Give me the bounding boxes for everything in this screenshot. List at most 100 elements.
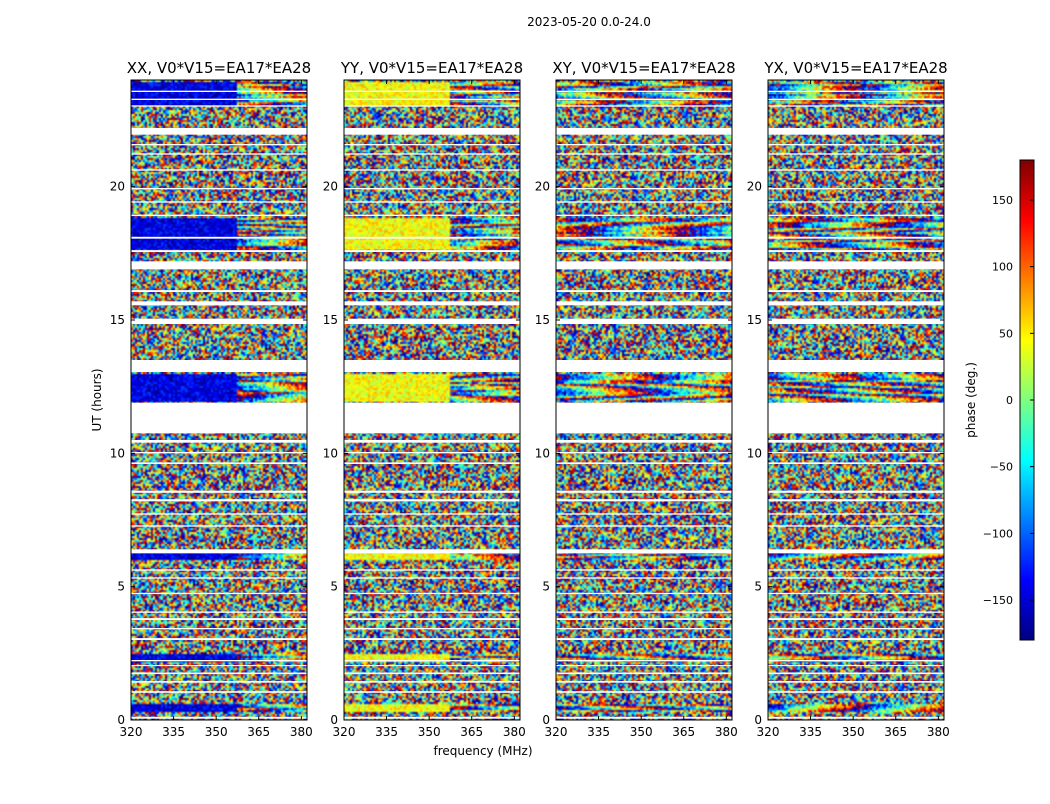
colorbar-tick-label: 100 xyxy=(992,261,1013,274)
flagged-band xyxy=(768,672,944,675)
flagged-band xyxy=(344,90,520,92)
x-tick-label: 380 xyxy=(290,725,313,739)
flagged-band xyxy=(344,105,520,107)
x-tick-label: 320 xyxy=(333,725,356,739)
flagged-band xyxy=(556,611,732,613)
colorbar-label: phase (deg.) xyxy=(964,362,978,438)
flagged-band xyxy=(131,236,307,239)
flagged-band xyxy=(344,672,520,675)
flagged-band xyxy=(556,98,732,100)
flagged-band xyxy=(768,577,944,579)
flagged-band xyxy=(344,638,520,640)
flagged-band xyxy=(131,452,307,454)
flagged-band xyxy=(768,214,944,216)
flagged-band xyxy=(131,128,307,135)
flagged-band xyxy=(556,105,732,107)
flagged-band xyxy=(131,440,307,443)
flagged-band xyxy=(768,188,944,190)
flagged-band xyxy=(556,440,732,443)
flagged-band xyxy=(556,360,732,372)
colorbar: 150 100 50 0 −50 −100 −150 phase (deg.) xyxy=(964,159,1035,641)
flagged-band xyxy=(768,513,944,515)
y-tick-label: 5 xyxy=(117,580,125,594)
flagged-band xyxy=(768,611,944,613)
flagged-band xyxy=(131,672,307,675)
flagged-band xyxy=(131,525,307,527)
flagged-band xyxy=(131,716,307,719)
flagged-band xyxy=(768,716,944,719)
flagged-band xyxy=(344,440,520,443)
y-tick-label: 5 xyxy=(542,580,550,594)
flagged-band xyxy=(344,318,520,324)
flagged-band xyxy=(768,618,944,620)
flagged-band xyxy=(344,301,520,306)
flagged-band xyxy=(131,169,307,171)
flagged-band xyxy=(556,660,732,662)
y-tick-label: 0 xyxy=(330,713,338,727)
flagged-band xyxy=(556,499,732,502)
y-tick-label: 20 xyxy=(535,180,550,194)
y-tick-label: 20 xyxy=(747,180,762,194)
x-tick-label: 335 xyxy=(799,725,822,739)
flagged-band xyxy=(131,611,307,613)
flagged-band xyxy=(131,214,307,216)
flagged-band xyxy=(768,499,944,502)
flagged-band xyxy=(344,681,520,683)
flagged-band xyxy=(131,105,307,107)
flagged-band xyxy=(556,128,732,135)
flagged-band xyxy=(344,611,520,613)
flagged-band xyxy=(768,128,944,135)
flagged-band xyxy=(344,290,520,292)
flagged-band xyxy=(556,569,732,571)
flagged-band xyxy=(768,549,944,554)
flagged-band xyxy=(344,716,520,719)
flagged-band xyxy=(768,592,944,595)
colorbar-tick-label: 50 xyxy=(999,327,1013,340)
flagged-band xyxy=(344,499,520,502)
flagged-band xyxy=(344,577,520,579)
flagged-band xyxy=(131,592,307,595)
flagged-band xyxy=(344,691,520,693)
colorbar-tick-label: 0 xyxy=(1006,394,1013,407)
flagged-band xyxy=(556,525,732,527)
flagged-band xyxy=(768,105,944,107)
flagged-band xyxy=(131,569,307,571)
panel-xy: XY, V0*V15=EA17*EA28 320 335 350 365 380 0 5 10 1… xyxy=(535,59,738,739)
axes-frame xyxy=(767,79,945,721)
axes-frame xyxy=(555,79,733,721)
flagged-band xyxy=(131,290,307,292)
flagged-band xyxy=(556,144,732,146)
flagged-band xyxy=(556,592,732,595)
flagged-band xyxy=(131,628,307,630)
flagged-band xyxy=(768,628,944,630)
flagged-band xyxy=(131,660,307,662)
flagged-band xyxy=(556,153,732,155)
flagged-band xyxy=(344,665,520,667)
flagged-band xyxy=(556,672,732,675)
y-tick-label: 0 xyxy=(754,713,762,727)
flagged-band xyxy=(344,525,520,527)
flagged-band xyxy=(556,250,732,252)
flagged-band xyxy=(344,592,520,595)
flagged-band xyxy=(131,638,307,640)
flagged-band xyxy=(344,169,520,171)
y-tick-label: 0 xyxy=(542,713,550,727)
flagged-band xyxy=(556,462,732,464)
flagged-band xyxy=(131,618,307,620)
x-tick-label: 320 xyxy=(757,725,780,739)
y-tick-label: 5 xyxy=(330,580,338,594)
flagged-band xyxy=(344,128,520,135)
heatmap-raster xyxy=(556,80,732,720)
flagged-band xyxy=(768,402,944,434)
flagged-band xyxy=(556,261,732,270)
y-tick-label: 10 xyxy=(747,446,762,460)
flagged-band xyxy=(556,169,732,171)
flagged-band xyxy=(131,499,307,502)
flagged-band xyxy=(768,169,944,171)
flagged-band xyxy=(768,638,944,640)
x-tick-label: 365 xyxy=(672,725,695,739)
flagged-band xyxy=(768,90,944,92)
x-tick-label: 380 xyxy=(503,725,526,739)
flagged-band xyxy=(131,201,307,203)
